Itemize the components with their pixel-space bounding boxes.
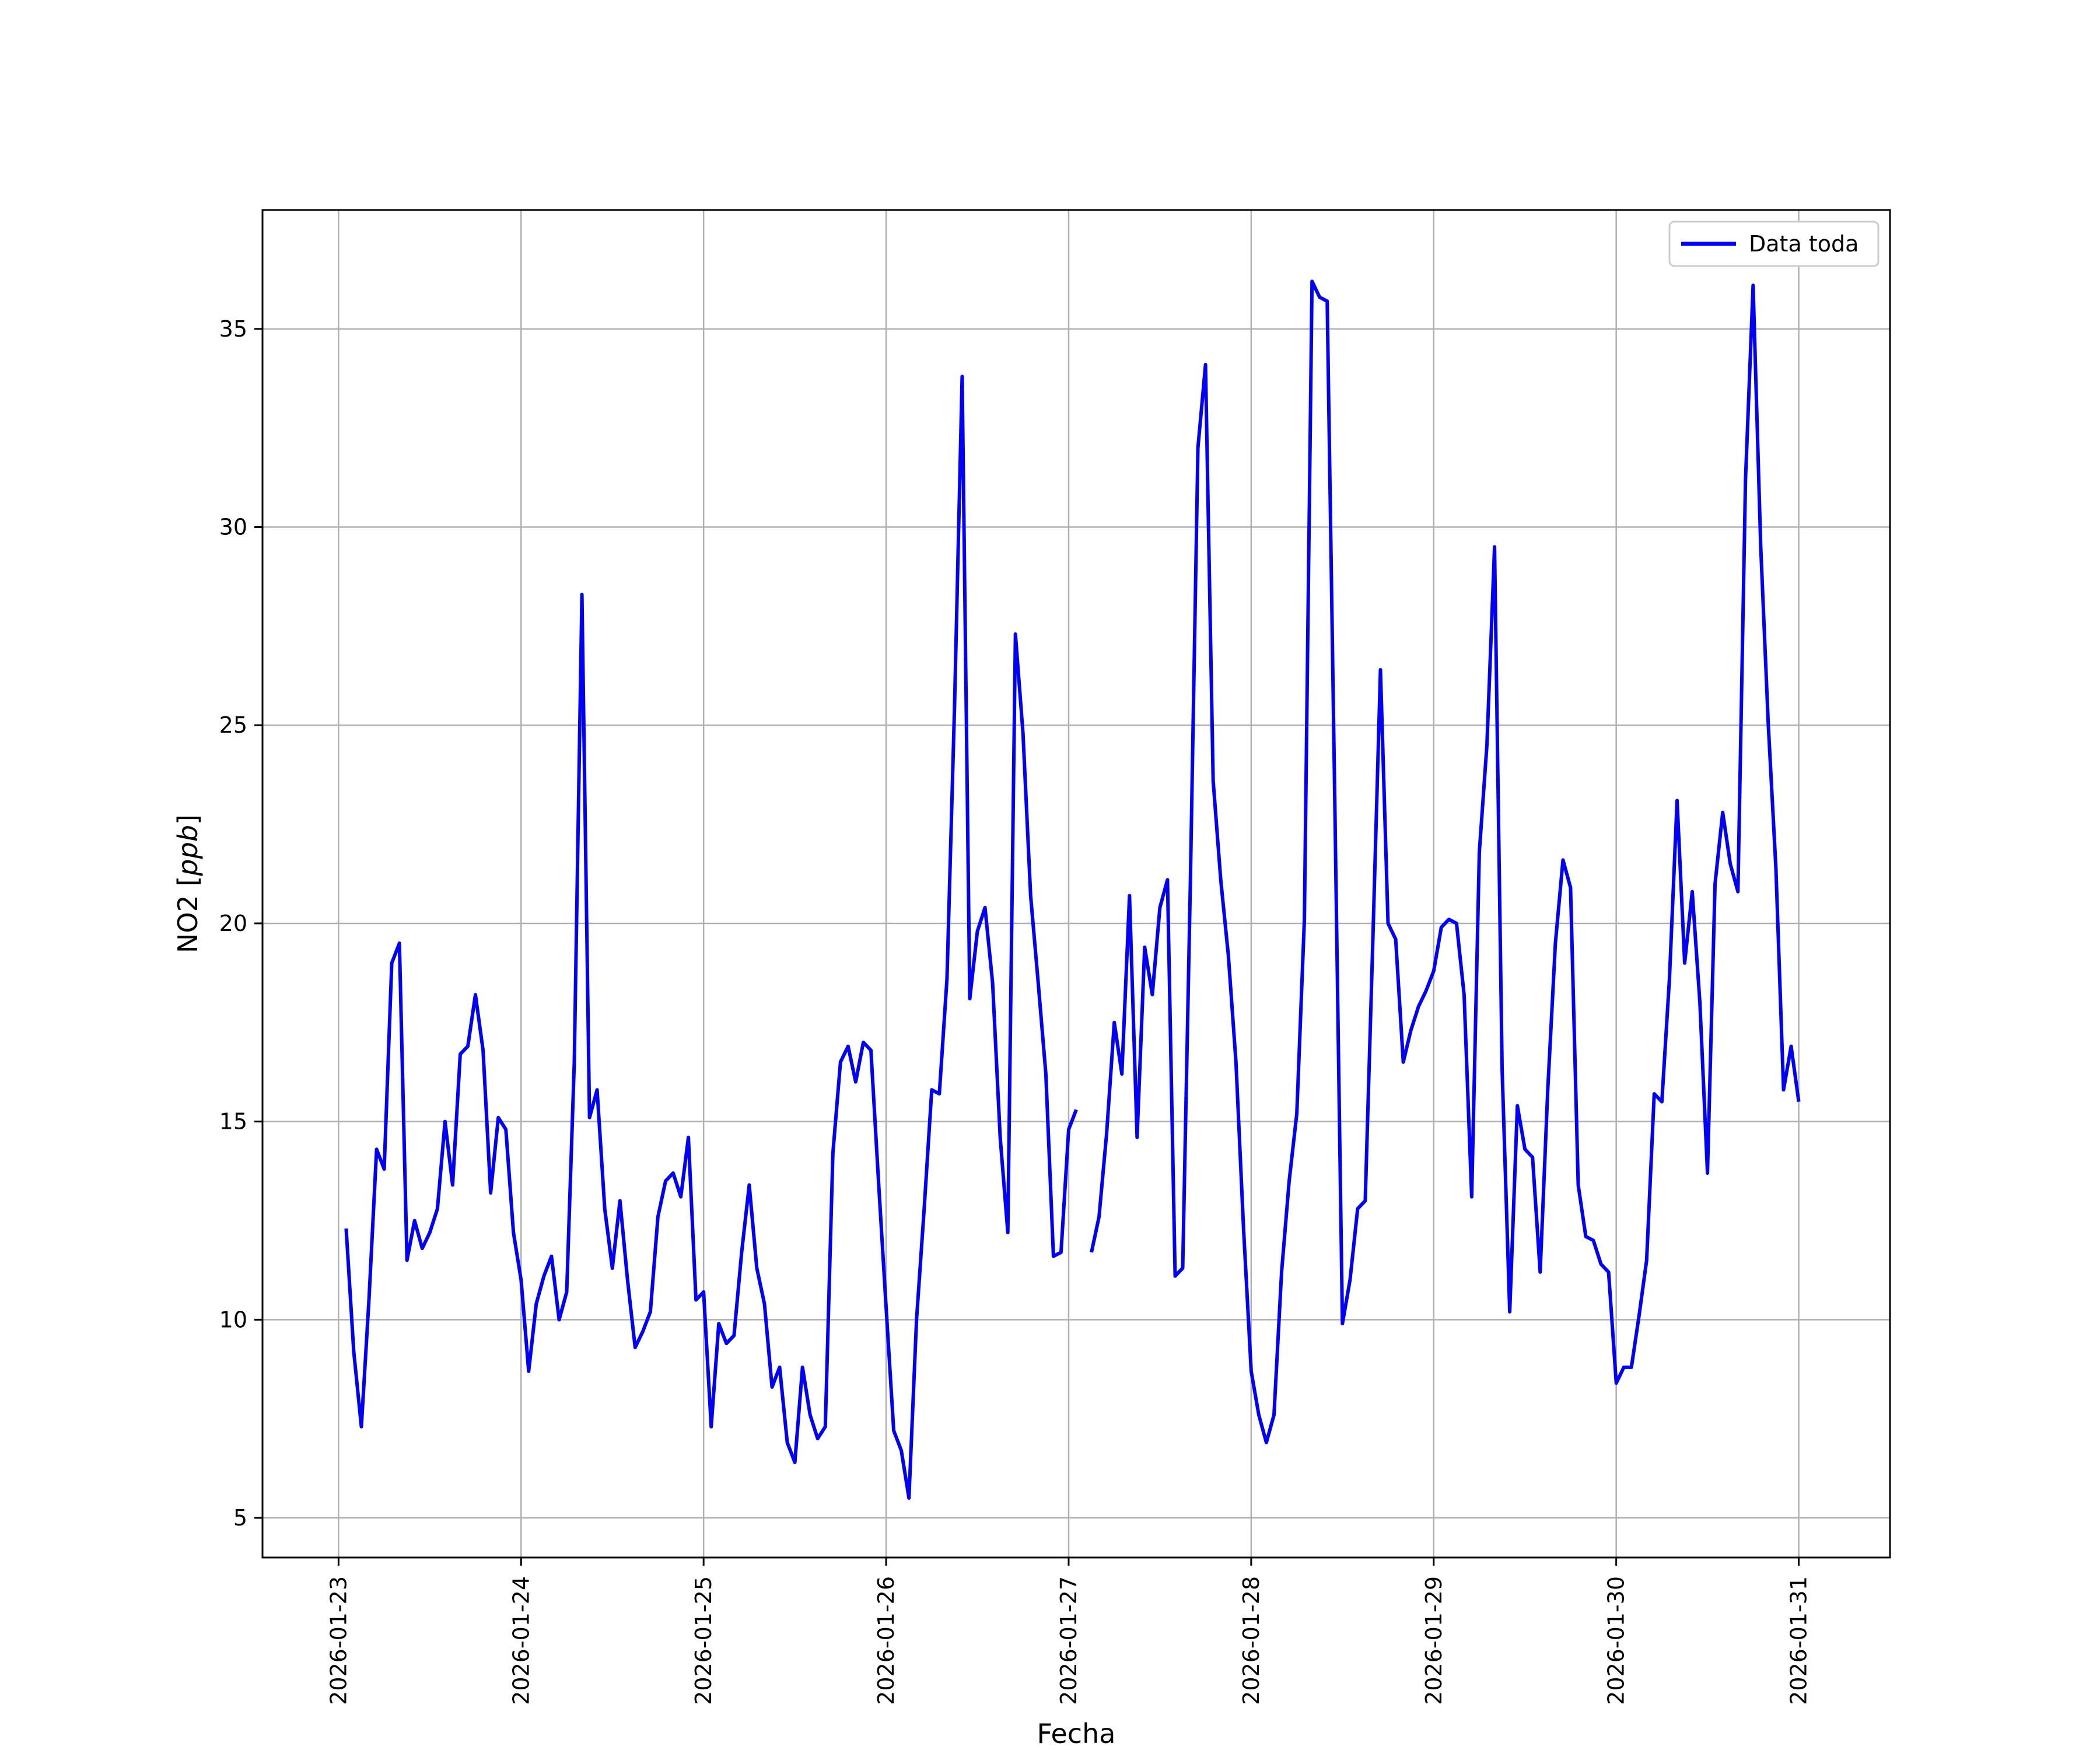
x-tick-label: 2026-01-29 [1421,1576,1447,1705]
legend-box [1668,220,1880,267]
y-tick-label: 5 [233,1505,247,1531]
y-tick-label: 20 [219,911,247,936]
y-axis-title-unit: ppb [172,825,204,877]
y-tick-label: 35 [219,316,247,342]
y-tick-label: 30 [219,514,247,540]
x-tick-label: 2026-01-28 [1238,1576,1264,1705]
x-tick-label: 2026-01-23 [326,1576,351,1705]
x-tick-label: 2026-01-25 [691,1576,716,1705]
axis-ticks: 2026-01-23 2026-01-24 2026-01-25 2026-01-26… [219,316,1812,1705]
y-axis-title-close: ] [172,814,204,825]
y-tick-label: 15 [219,1109,247,1135]
legend-label: Data toda [1749,231,1859,257]
y-axis-title-text: NO2 [ [172,876,204,953]
x-tick-label: 2026-01-27 [1056,1576,1082,1705]
gridlines [262,210,1890,1558]
series-line-0 [344,279,1801,1500]
x-tick-label: 2026-01-31 [1786,1576,1812,1705]
y-tick-label: 10 [219,1307,247,1332]
y-axis-title: NO2 [ppb] [172,814,204,953]
series-layer [344,279,1801,1500]
x-axis-title: Fecha [1037,1718,1116,1749]
x-tick-label: 2026-01-30 [1604,1576,1629,1705]
legend: Data toda [1668,220,1880,267]
plot-frame [261,209,1891,1559]
x-tick-label: 2026-01-24 [508,1576,534,1705]
y-tick-label: 25 [219,712,247,738]
x-tick-label: 2026-01-26 [873,1576,899,1705]
